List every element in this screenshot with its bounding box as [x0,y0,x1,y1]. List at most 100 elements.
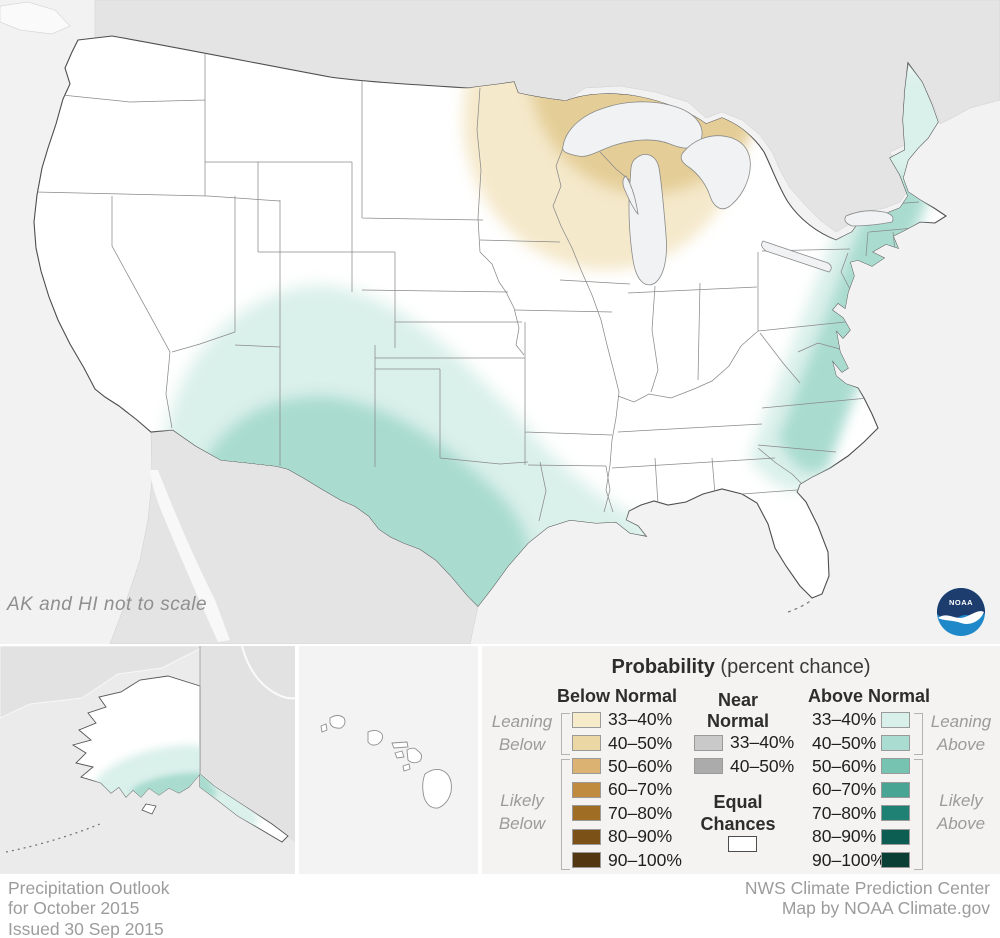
legend-row-above: 80–90% [812,825,910,848]
lanai-island [394,750,405,759]
legend-header-near: Near Normal [706,690,769,731]
maui-island [406,747,423,764]
legend-range-label: 33–40% [730,732,795,753]
legend-range-label: 40–50% [812,732,877,753]
legend-row-below: 40–50% [572,731,682,754]
noaa-logo-text: NOAA [949,598,973,607]
footer-source: NWS Climate Prediction Center [744,878,990,898]
legend-range-label: 90–100% [812,849,886,870]
legend-title: Probability (percent chance) [482,656,1000,679]
russia-landmass [0,646,206,719]
legend-swatch-near-0 [694,734,723,751]
legend-range-label: 50–60% [812,755,877,776]
legend-swatch-below-4 [572,805,601,822]
hawaiian-islands [320,715,452,809]
legend-row-below: 60–70% [572,778,682,801]
footer-credits: NWS Climate Prediction Center Map by NOA… [745,878,990,919]
canada-river [241,646,295,700]
legend-row-below: 33–40% [572,708,682,731]
gulf-of-california [150,470,230,642]
legend-row-above: 90–100% [812,848,910,871]
legend-swatch-near-1 [694,758,723,775]
map-note: AK and HI not to scale [7,594,208,615]
noaa-logo: NOAA [937,588,985,636]
legend-range-label: 40–50% [608,732,673,753]
footer-title: Precipitation Outlook [8,878,170,898]
legend-swatch-above-6 [881,852,910,869]
legend-range-label: 80–90% [812,826,877,847]
legend-header-above: Above Normal [807,686,931,706]
legend-swatch-below-3 [572,781,601,798]
legend-row-above: 50–60% [812,755,910,778]
legend-range-label: 33–40% [608,709,673,730]
footer-period: for October 2015 [8,898,140,919]
hawaii-big-island [422,769,452,809]
legend-swatch-above-5 [881,828,910,845]
legend-range-label: 70–80% [608,802,673,823]
legend-column-below: 33–40% 40–50% 50–60% 60–70% 70–80% 80–90… [572,708,682,872]
legend-range-label: 33–40% [812,709,877,730]
legend-range-label: 70–80% [812,802,877,823]
legend-row-above: 40–50% [812,731,910,754]
legend-row-above: 70–80% [812,802,910,825]
kodiak-island [141,803,157,815]
legend-swatch-below-0 [572,711,601,728]
footer-issued-date: Issued 30 Sep 2015 [8,918,164,938]
oahu-island [367,729,383,746]
bracket-likely-above [914,759,923,870]
legend-row-above: 60–70% [812,778,910,801]
legend-header-below: Below Normal [556,686,678,706]
vancouver-island [0,1,71,35]
legend-swatch-below-2 [572,758,601,775]
legend-swatch-below-5 [572,828,601,845]
conus-outlook-map [0,0,1000,644]
molokai-island [391,741,409,749]
legend-swatch-above-0 [881,711,910,728]
legend-swatch-above-2 [881,758,910,775]
lake-michigan [628,154,667,286]
legend-swatch-above-1 [881,735,910,752]
bracket-leaning-below [561,713,570,755]
legend-range-label: 60–70% [812,779,877,800]
kahoolawe-island [402,763,411,772]
great-lakes [562,101,894,286]
legend-range-label: 40–50% [730,755,795,776]
legend-column-near: 33–40% 40–50% [694,731,794,778]
legend-equal-chances-label: Equal Chances [700,792,776,834]
footer-issuance-info: Precipitation Outlook for October 2015 I… [8,878,169,938]
legend-row-below: 80–90% [572,825,682,848]
label-leaning-below: Leaning Below [491,712,553,754]
legend-swatch-below-1 [572,735,601,752]
footer-map-credit: Map by NOAA Climate.gov [781,898,990,919]
legend-swatch-below-6 [572,852,601,869]
hawaii-inset-panel [299,646,478,874]
legend-range-label: 80–90% [608,826,673,847]
bracket-likely-below [561,759,570,870]
legend-row-below: 90–100% [572,848,682,871]
lake-huron [680,135,751,210]
legend-range-label: 90–100% [608,849,682,870]
lake-erie [761,240,832,273]
legend-swatch-equal-chances [728,836,757,852]
label-leaning-above: Leaning Above [930,712,992,754]
label-likely-below: Likely Below [498,791,546,833]
legend-panel: Probability (percent chance) Below Norma… [482,646,1000,874]
lake-ontario [844,210,894,227]
legend-row-below: 70–80% [572,802,682,825]
legend-title-rest: (percent chance) [714,656,871,678]
legend-swatch-above-3 [881,781,910,798]
hawaii-inset-map [320,715,452,809]
green-bay [622,175,639,216]
legend-range-label: 60–70% [608,779,673,800]
florida-keys [787,599,813,613]
bracket-leaning-above [914,713,923,755]
aleutian-islands [5,823,101,853]
kauai-island [329,715,346,729]
canada-landmass-ak [200,646,295,842]
legend-row-below: 50–60% [572,755,682,778]
legend-range-label: 50–60% [608,755,673,776]
legend-row-near: 40–50% [694,754,794,777]
alaska-inset-map [0,646,295,853]
legend-column-above: 33–40% 40–50% 50–60% 60–70% 70–80% 80–90… [812,708,910,872]
